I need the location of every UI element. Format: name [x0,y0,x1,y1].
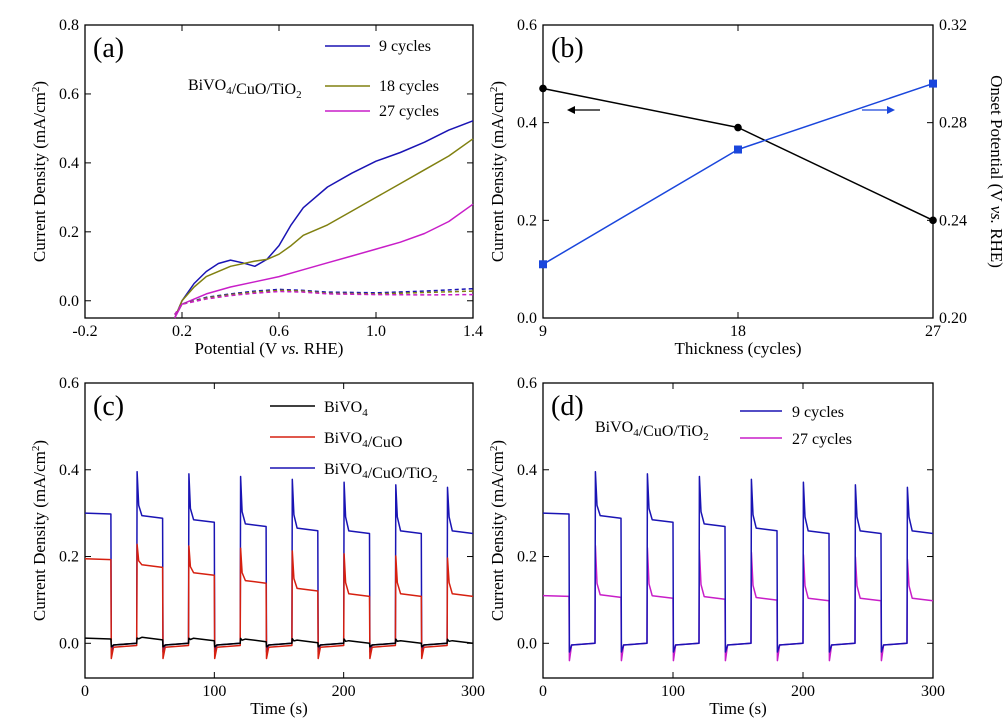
x-tick-label-b: 27 [925,323,941,340]
y-tick-label-d: 0.0 [517,635,537,652]
plot-frame-a [84,24,474,319]
series-line-d-1 [542,470,934,653]
series-line-a-1 [174,138,474,319]
data-point-onset-potential [734,145,742,154]
x-tick-label-a: -0.2 [72,323,97,340]
y-tick-label-b: 0.4 [517,115,537,132]
y2-tick-label-b: 0.24 [939,212,967,229]
series-line-d-0 [542,544,934,662]
panel-label-a: (a) [93,33,124,64]
y2-tick-label-b: 0.20 [939,310,967,327]
series-line-onset-potential [542,82,934,265]
y-tick-label-a: 0.6 [59,86,79,103]
data-point-current-density [539,84,547,93]
x-tick-label-c: 200 [332,683,356,700]
y-axis-label-c: Current Density (mA/cm2) [30,440,49,621]
x-axis-label-d: Time (s) [709,699,766,718]
series-line-a-0 [174,120,474,319]
y-tick-label-a: 0.8 [59,17,79,34]
series-line-current-density [542,87,934,221]
legend-label-a: 18 cycles [379,78,439,95]
legend-label-a: 27 cycles [379,103,439,120]
y-tick-label-d: 0.2 [517,549,537,566]
y-tick-label-a: 0.0 [59,293,79,310]
y-tick-label-b: 0.6 [517,17,537,34]
data-point-current-density [734,123,742,132]
x-tick-label-d: 100 [661,683,685,700]
legend-label-c: BiVO4 [324,399,368,419]
panel-label-c: (c) [93,391,124,422]
y-tick-label-d: 0.6 [517,375,537,392]
arrow-right-head-b [887,106,895,114]
y-tick-label-a: 0.4 [59,155,79,172]
plot-frame-c [84,382,474,679]
y-tick-label-c: 0.2 [59,549,79,566]
x-tick-label-c: 100 [202,683,226,700]
legend-label-d: 27 cycles [792,431,852,448]
series-line-c-1 [84,543,474,660]
y-tick-label-c: 0.0 [59,635,79,652]
y-tick-label-b: 0.2 [517,212,537,229]
y-tick-label-c: 0.4 [59,462,79,479]
x-tick-label-d: 0 [539,683,547,700]
legend-label-c: BiVO4/CuO [324,430,402,451]
y-axis-label-a: Current Density (mA/cm2) [30,81,49,262]
x-tick-label-c: 300 [461,683,485,700]
panel-label-d: (d) [551,391,584,422]
data-point-onset-potential [929,79,937,88]
y2-axis-label-b: Onset Potential (V vs. RHE) [987,75,1006,268]
x-axis-label-c: Time (s) [250,699,307,718]
x-tick-label-d: 200 [791,683,815,700]
arrow-left-head-b [567,106,575,114]
data-point-onset-potential [539,260,547,269]
x-tick-label-a: 1.4 [463,323,483,340]
x-tick-label-c: 0 [81,683,89,700]
legend-label-a: 9 cycles [379,38,431,55]
x-axis-label-a: Potential (V vs. RHE) [195,339,344,358]
y-tick-label-b: 0.0 [517,310,537,327]
x-tick-label-b: 9 [539,323,547,340]
series-line-a-2 [174,203,474,319]
plot-frame-d [542,382,934,679]
x-axis-label-b: Thickness (cycles) [675,339,802,358]
y-tick-label-d: 0.4 [517,462,537,479]
x-tick-label-d: 300 [921,683,945,700]
plot-frame-b [542,24,934,319]
y2-tick-label-b: 0.28 [939,115,967,132]
legend-label-c: BiVO4/CuO/TiO2 [324,461,438,485]
y2-tick-label-b: 0.32 [939,17,967,34]
legend-title-d: BiVO4/CuO/TiO2 [595,419,709,443]
x-tick-label-a: 0.6 [269,323,289,340]
panel-label-b: (b) [551,33,584,64]
y-axis-label-b: Current Density (mA/cm2) [488,81,507,262]
series-line-a-5 [174,290,474,316]
x-tick-label-a: 0.2 [172,323,192,340]
series-line-c-0 [84,470,474,653]
y-tick-label-c: 0.6 [59,375,79,392]
series-line-c-2 [84,636,474,648]
x-tick-label-a: 1.0 [366,323,386,340]
data-point-current-density [929,216,937,225]
legend-title-a: BiVO4/CuO/TiO2 [188,77,302,101]
y-tick-label-a: 0.2 [59,224,79,241]
x-tick-label-b: 18 [730,323,746,340]
legend-label-d: 9 cycles [792,404,844,421]
y-axis-label-d: Current Density (mA/cm2) [488,440,507,621]
